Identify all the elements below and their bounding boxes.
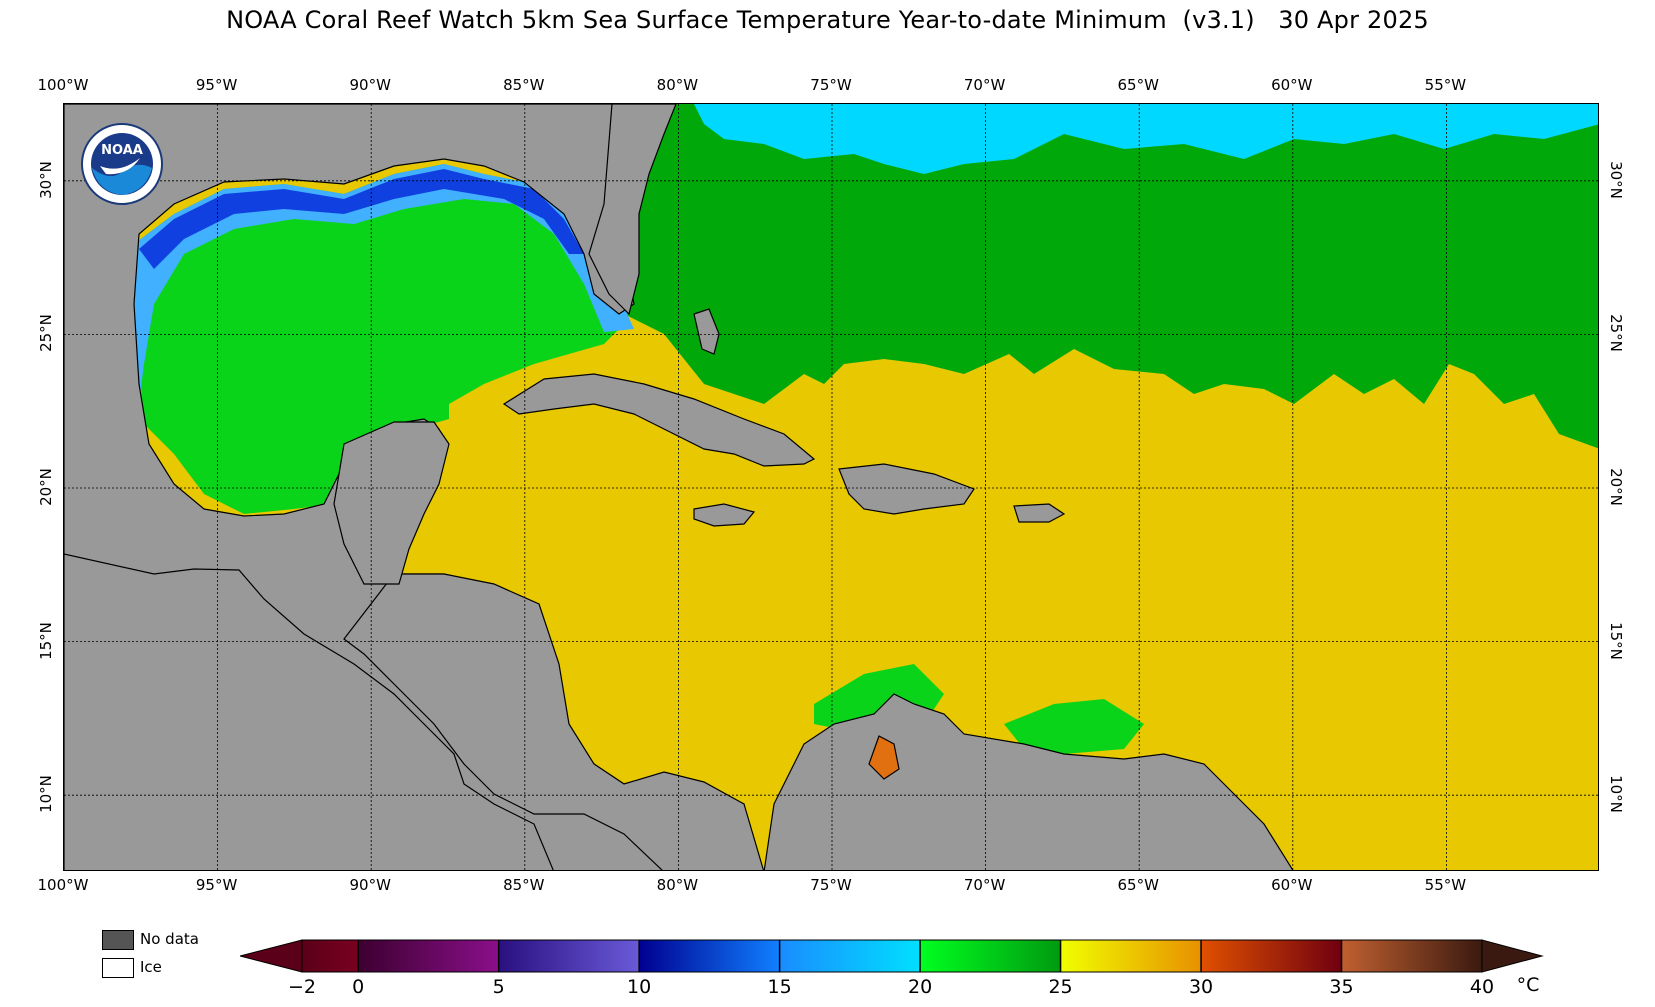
atlantic-green-water bbox=[624, 104, 1598, 449]
lon-tick-label: 55°W bbox=[1424, 876, 1467, 894]
gulf-coastal-cool-water bbox=[134, 164, 634, 404]
lon-tick-label: 60°W bbox=[1271, 76, 1313, 94]
lat-tick-label: 20°N bbox=[37, 468, 55, 506]
lat-tick-label: 10°N bbox=[37, 775, 55, 814]
colorbar-min-arrow bbox=[239, 939, 303, 973]
lat-tick-label: 10°N bbox=[1607, 775, 1625, 814]
lon-tick-label: 95°W bbox=[195, 76, 238, 94]
colorbar-segment bbox=[1341, 940, 1482, 972]
colorbar-tick-label: 40 bbox=[1469, 976, 1495, 998]
colorbar-tick-label: 35 bbox=[1329, 976, 1354, 998]
atlantic-cool-water bbox=[694, 104, 1598, 174]
jamaica-land bbox=[693, 503, 756, 527]
lon-tick-label: 100°W bbox=[37, 876, 89, 894]
gulf-of-venezuela-land bbox=[868, 735, 900, 780]
central-america-land bbox=[343, 573, 765, 870]
gulf-of-mexico-water bbox=[134, 164, 624, 514]
cuba-land bbox=[502, 373, 816, 467]
south-america-land bbox=[763, 693, 1294, 870]
hispaniola-land bbox=[838, 463, 975, 515]
colorbar-tick-label: 0 bbox=[352, 976, 365, 998]
colorbar-segment bbox=[1060, 940, 1202, 972]
lon-tick-label: 75°W bbox=[810, 76, 852, 94]
no-data-swatch bbox=[102, 930, 134, 950]
lon-tick-label: 90°W bbox=[349, 876, 391, 894]
lon-tick-label: 95°W bbox=[195, 876, 238, 894]
lon-tick-label: 80°W bbox=[656, 76, 699, 94]
florida-land bbox=[588, 104, 677, 316]
lat-tick-label: 30°N bbox=[37, 160, 55, 199]
colorbar-tick-label: 15 bbox=[767, 976, 792, 998]
colorbar-svg bbox=[239, 939, 1544, 973]
lon-tick-label: 85°W bbox=[503, 76, 545, 94]
colorbar-tick-label: −2 bbox=[287, 976, 317, 998]
lon-tick-label: 75°W bbox=[810, 876, 852, 894]
graticule bbox=[64, 104, 1598, 870]
ice-label: Ice bbox=[140, 958, 162, 976]
lon-tick-label: 85°W bbox=[503, 876, 545, 894]
noaa-logo: NOAA bbox=[80, 122, 164, 206]
trinidad-coastal-green bbox=[1004, 699, 1144, 754]
lon-tick-label: 65°W bbox=[1117, 876, 1159, 894]
map-title: NOAA Coral Reef Watch 5km Sea Surface Te… bbox=[226, 6, 1429, 34]
temperature-colorbar bbox=[239, 938, 1545, 974]
colorbar-segment bbox=[779, 940, 921, 972]
lon-tick-label: 70°W bbox=[963, 876, 1006, 894]
lon-tick-label: 100°W bbox=[37, 76, 89, 94]
lat-tick-label: 20°N bbox=[1607, 468, 1625, 506]
colorbar-tick-label: 20 bbox=[908, 976, 933, 998]
colorbar-border bbox=[301, 939, 1483, 973]
colorbar-tick-label: 10 bbox=[627, 976, 652, 998]
colorbar-segment bbox=[639, 940, 780, 972]
colorbar-tick-label: 30 bbox=[1188, 976, 1214, 998]
colorbar-segment bbox=[920, 940, 1061, 972]
sst-map: NOAA bbox=[63, 103, 1599, 871]
colorbar-tick-label: 5 bbox=[492, 976, 505, 998]
lon-tick-label: 55°W bbox=[1424, 76, 1467, 94]
puerto-rico-land bbox=[1013, 503, 1066, 523]
noaa-logo-text: NOAA bbox=[101, 143, 143, 158]
lon-tick-label: 70°W bbox=[963, 76, 1006, 94]
colorbar-segment bbox=[302, 940, 359, 972]
sst-map-svg bbox=[64, 104, 1598, 870]
colorbar-segment bbox=[358, 940, 499, 972]
andros-island-land bbox=[693, 308, 720, 355]
lat-tick-label: 15°N bbox=[1607, 621, 1625, 660]
colorbar-segment bbox=[498, 940, 640, 972]
lat-tick-label: 30°N bbox=[1607, 160, 1625, 199]
lon-tick-label: 60°W bbox=[1271, 876, 1313, 894]
colorbar-tick-label: 25 bbox=[1048, 976, 1073, 998]
lat-tick-label: 25°N bbox=[37, 314, 55, 353]
land-masses bbox=[64, 104, 1294, 870]
lon-tick-label: 65°W bbox=[1117, 76, 1159, 94]
no-data-label: No data bbox=[140, 930, 199, 948]
lat-tick-label: 25°N bbox=[1607, 314, 1625, 353]
lon-tick-label: 80°W bbox=[656, 876, 699, 894]
lon-tick-label: 90°W bbox=[349, 76, 391, 94]
lat-tick-label: 15°N bbox=[37, 621, 55, 660]
gulf-coast-cold-water bbox=[139, 169, 584, 269]
colorbar-max-arrow bbox=[1481, 939, 1544, 973]
ice-swatch bbox=[102, 958, 134, 978]
colorbar-segment bbox=[1201, 940, 1342, 972]
yucatan-land bbox=[333, 421, 450, 585]
colorbar-unit-label: °C bbox=[1516, 974, 1540, 996]
